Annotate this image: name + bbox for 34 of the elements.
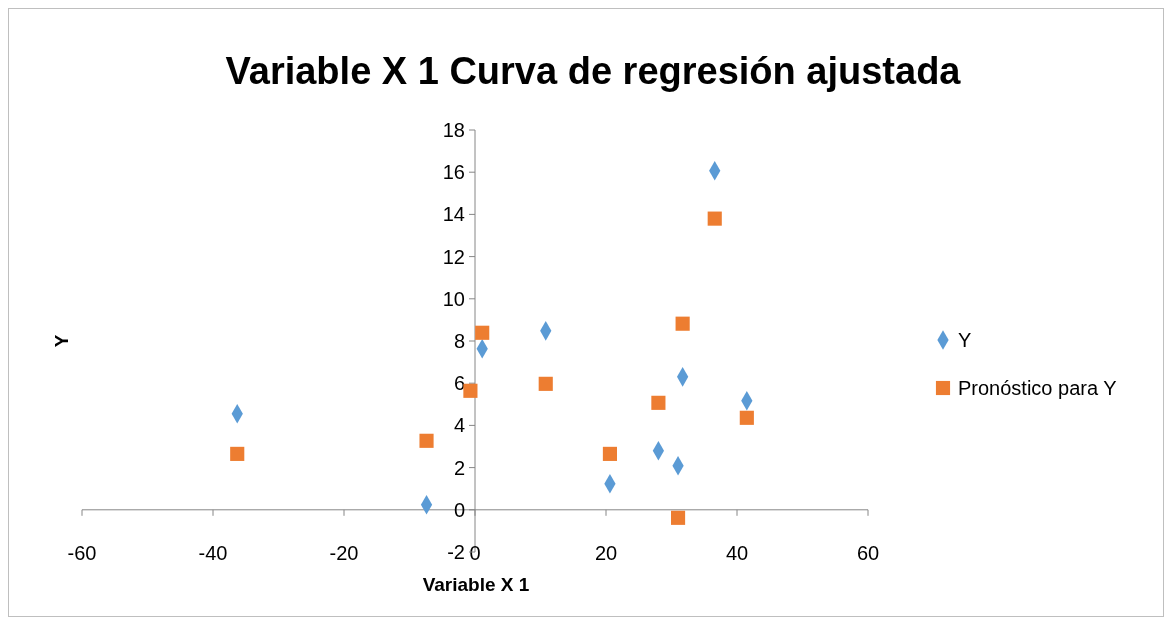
y-tick-label: 2 bbox=[453, 456, 465, 479]
point bbox=[707, 211, 722, 226]
y-axis-title: Y bbox=[51, 334, 72, 348]
y-tick-label: 16 bbox=[442, 161, 465, 184]
y-tick-label: 18 bbox=[442, 119, 465, 141]
point bbox=[419, 433, 434, 448]
point bbox=[675, 316, 690, 331]
y-tick-label: -2 bbox=[447, 541, 465, 563]
legend-label: Y bbox=[958, 329, 972, 351]
x-tick-label: 0 bbox=[469, 542, 481, 564]
x-tick-label: 20 bbox=[594, 542, 618, 564]
chart-title: Variable X 1 Curva de regresión ajustada bbox=[225, 50, 962, 92]
y-tick-label: 8 bbox=[453, 330, 465, 352]
y-tick-label: 10 bbox=[442, 287, 465, 310]
point bbox=[538, 376, 553, 391]
point bbox=[475, 325, 490, 340]
point bbox=[602, 446, 617, 461]
point bbox=[230, 446, 245, 461]
x-tick-label: -20 bbox=[329, 542, 359, 564]
x-axis-title: Variable X 1 bbox=[422, 574, 530, 595]
y-tick-label: 0 bbox=[453, 498, 465, 521]
y-tick-label: 4 bbox=[453, 414, 465, 437]
point bbox=[463, 383, 478, 398]
x-tick-label: -40 bbox=[198, 542, 228, 564]
y-tick-label: 12 bbox=[442, 245, 465, 268]
point bbox=[670, 510, 686, 525]
point bbox=[651, 395, 666, 410]
x-tick-label: 60 bbox=[856, 542, 880, 564]
x-tick-label: -60 bbox=[67, 542, 97, 564]
y-tick-label: 6 bbox=[453, 372, 465, 395]
legend-label: Pronóstico para Y bbox=[958, 377, 1117, 399]
x-tick-label: 40 bbox=[725, 542, 749, 564]
y-tick-label: 14 bbox=[442, 203, 465, 226]
point bbox=[739, 410, 754, 425]
